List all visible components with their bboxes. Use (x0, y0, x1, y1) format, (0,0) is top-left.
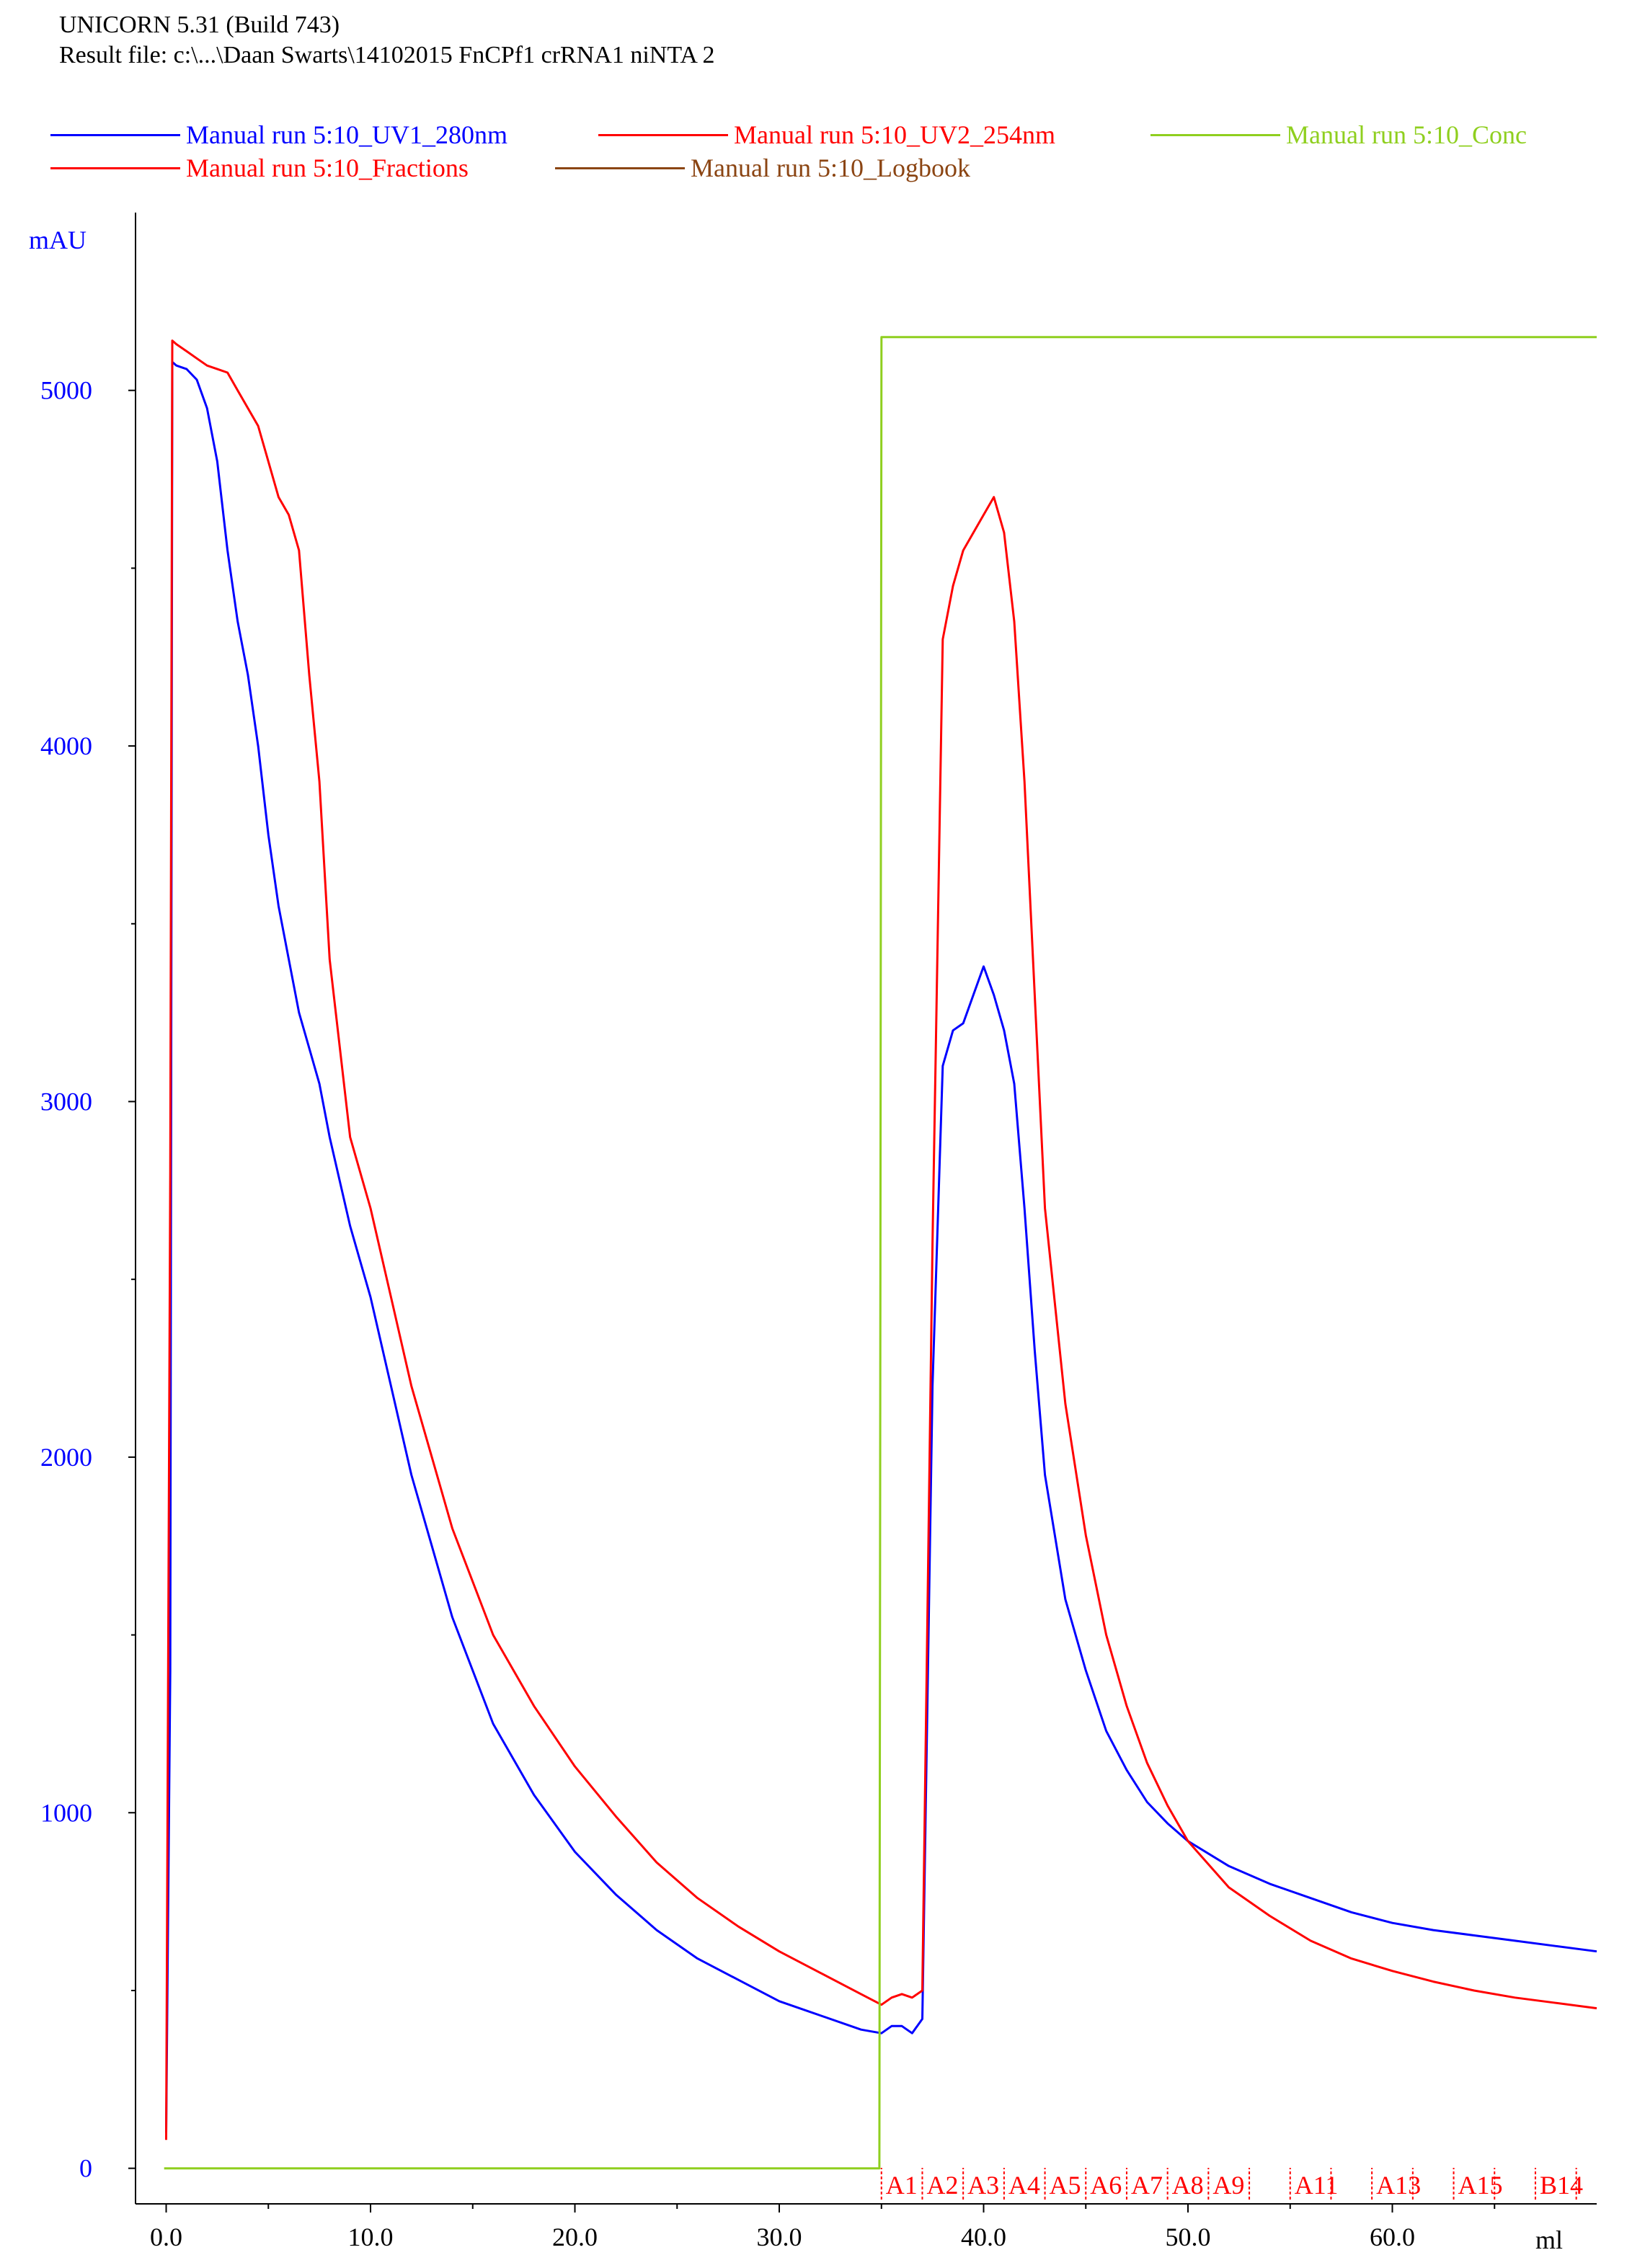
fraction-label: A2 (926, 2171, 958, 2200)
series-lines (164, 336, 1597, 2170)
x-axis-label: ml (1535, 2225, 1563, 2254)
fraction-label: A15 (1458, 2171, 1503, 2200)
y-axis-ticks: 0 1000 2000 3000 4000 5000 (40, 376, 136, 2183)
y-tick-label: 2000 (40, 1443, 92, 1472)
fraction-label: A3 (967, 2171, 999, 2200)
y-tick-label: 3000 (40, 1087, 92, 1116)
legend-item-fractions: Manual run 5:10_Fractions (50, 153, 469, 183)
legend-item-logbook: Manual run 5:10_Logbook (555, 153, 970, 183)
series-line-conc (164, 336, 1597, 2170)
header: UNICORN 5.31 (Build 743) Result file: c:… (59, 10, 715, 71)
x-tick-label: 60.0 (1370, 2223, 1415, 2251)
fraction-label: A9 (1212, 2171, 1244, 2200)
fraction-label: A6 (1090, 2171, 1122, 2200)
legend-item-uv2: Manual run 5:10_UV2_254nm (598, 120, 1055, 150)
fraction-label: A8 (1172, 2171, 1204, 2200)
legend: Manual run 5:10_UV1_280nm Manual run 5:1… (0, 115, 1645, 195)
fraction-label: A4 (1008, 2171, 1040, 2200)
legend-swatch-uv1 (50, 133, 180, 136)
series-line-uv1-280nm (165, 360, 1597, 2133)
fraction-label: A13 (1376, 2171, 1421, 2200)
legend-item-uv1: Manual run 5:10_UV1_280nm (50, 120, 507, 150)
fraction-label: A7 (1131, 2171, 1163, 2200)
x-tick-label: 20.0 (552, 2223, 598, 2251)
x-tick-label: 40.0 (961, 2223, 1006, 2251)
x-tick-label: 0.0 (150, 2223, 182, 2251)
y-tick-label: 1000 (40, 1798, 92, 1827)
legend-label-uv1: Manual run 5:10_UV1_280nm (186, 120, 507, 149)
legend-swatch-logbook (555, 166, 685, 169)
legend-swatch-conc (1150, 133, 1280, 136)
software-version: UNICORN 5.31 (Build 743) (59, 12, 340, 38)
fraction-markers: A1 A2 A3 A4 A5 A6 A7 A8 A9 A11 A13 A15 B14 (880, 2168, 1583, 2200)
legend-label-logbook: Manual run 5:10_Logbook (691, 154, 970, 182)
x-axis-ticks: 0.0 10.0 20.0 30.0 40.0 50.0 60.0 (150, 2204, 1496, 2251)
series-line-uv2-254nm (165, 339, 1597, 2140)
x-tick-label: 50.0 (1166, 2223, 1211, 2251)
y-tick-label: 4000 (40, 731, 92, 760)
fraction-label: A1 (886, 2171, 918, 2200)
y-tick-label: 5000 (40, 376, 92, 405)
y-tick-label: 0 (79, 2154, 92, 2183)
fraction-label: A11 (1295, 2171, 1339, 2200)
y-axis-label: mAU (29, 226, 87, 254)
legend-swatch-uv2 (598, 133, 728, 136)
x-tick-label: 30.0 (757, 2223, 802, 2251)
result-file: Result file: c:\...\Daan Swarts\14102015… (59, 42, 715, 68)
legend-label-uv2: Manual run 5:10_UV2_254nm (734, 120, 1055, 149)
axes (135, 213, 1597, 2205)
legend-swatch-fractions (50, 166, 180, 169)
legend-label-fractions: Manual run 5:10_Fractions (186, 154, 469, 182)
x-tick-label: 10.0 (348, 2223, 394, 2251)
fraction-label: A5 (1050, 2171, 1081, 2200)
legend-item-conc: Manual run 5:10_Conc (1150, 120, 1527, 150)
legend-label-conc: Manual run 5:10_Conc (1286, 120, 1527, 149)
fraction-label: B14 (1540, 2171, 1583, 2200)
